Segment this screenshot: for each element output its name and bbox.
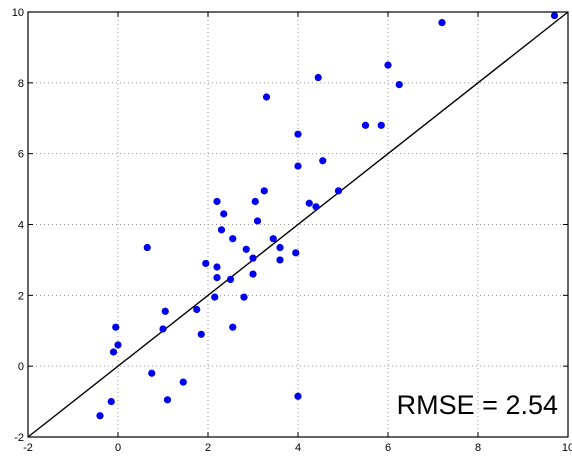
data-point bbox=[314, 73, 322, 82]
x-tick-label: 0 bbox=[115, 442, 121, 454]
y-tick-label: -2 bbox=[14, 432, 24, 444]
data-point bbox=[161, 307, 169, 315]
data-point bbox=[294, 392, 302, 400]
data-point bbox=[260, 187, 268, 195]
data-point bbox=[294, 130, 302, 138]
data-point bbox=[163, 396, 172, 404]
data-point bbox=[217, 226, 226, 234]
data-points-layer bbox=[96, 11, 559, 420]
reference-line-layer bbox=[27, 11, 569, 438]
y-tick-label: 6 bbox=[18, 149, 24, 161]
data-point bbox=[220, 210, 228, 218]
data-point bbox=[213, 197, 221, 206]
data-point bbox=[143, 243, 151, 252]
data-point bbox=[550, 11, 559, 20]
y-tick-label: 4 bbox=[18, 220, 24, 232]
data-point bbox=[211, 293, 219, 301]
data-point bbox=[109, 348, 118, 356]
data-point bbox=[249, 270, 257, 278]
data-point bbox=[253, 217, 262, 225]
data-point bbox=[276, 256, 284, 264]
y-tick-label: 10 bbox=[12, 7, 24, 19]
data-point bbox=[197, 330, 205, 338]
y-tick-label: 0 bbox=[18, 361, 24, 373]
data-point bbox=[292, 249, 300, 257]
x-tick-label: 8 bbox=[475, 442, 481, 454]
data-point bbox=[202, 259, 210, 268]
data-point bbox=[107, 397, 115, 406]
data-point bbox=[114, 341, 122, 349]
tick-labels-layer: -2 0 2 4 6 8 10 -2 0 2 4 6 8 10 bbox=[12, 7, 572, 454]
data-point bbox=[361, 121, 370, 129]
data-point bbox=[312, 203, 320, 211]
data-point bbox=[96, 412, 104, 420]
x-tick-label: 2 bbox=[205, 442, 211, 454]
y-tick-label: 2 bbox=[18, 290, 24, 302]
x-tick-label: 6 bbox=[385, 442, 391, 454]
x-tick-label: 4 bbox=[295, 442, 301, 454]
data-point bbox=[148, 369, 156, 377]
data-point bbox=[242, 245, 250, 253]
data-point bbox=[262, 93, 271, 101]
data-point bbox=[240, 293, 248, 301]
data-point bbox=[112, 323, 120, 331]
data-point bbox=[438, 19, 446, 27]
data-point bbox=[213, 263, 221, 271]
axes-layer bbox=[27, 11, 569, 438]
x-tick-label: 10 bbox=[562, 442, 572, 454]
data-point bbox=[249, 254, 257, 262]
data-point bbox=[251, 197, 259, 206]
data-point bbox=[276, 243, 284, 252]
data-point bbox=[179, 378, 187, 386]
data-point bbox=[294, 162, 302, 170]
data-point bbox=[193, 305, 201, 314]
rmse-annotation: RMSE = 2.54 bbox=[397, 390, 558, 420]
data-point bbox=[319, 157, 327, 165]
data-point bbox=[226, 275, 235, 283]
data-point bbox=[229, 323, 237, 331]
y-tick-label: 8 bbox=[18, 78, 24, 90]
data-point bbox=[395, 81, 403, 89]
data-point bbox=[377, 121, 385, 129]
data-point bbox=[269, 235, 277, 243]
data-point bbox=[213, 274, 221, 282]
data-point bbox=[229, 235, 237, 243]
identity-line bbox=[27, 11, 569, 438]
data-point bbox=[305, 199, 313, 207]
data-point bbox=[159, 325, 167, 333]
data-point bbox=[334, 187, 343, 195]
data-point bbox=[384, 61, 392, 69]
x-tick-label: -2 bbox=[23, 442, 33, 454]
